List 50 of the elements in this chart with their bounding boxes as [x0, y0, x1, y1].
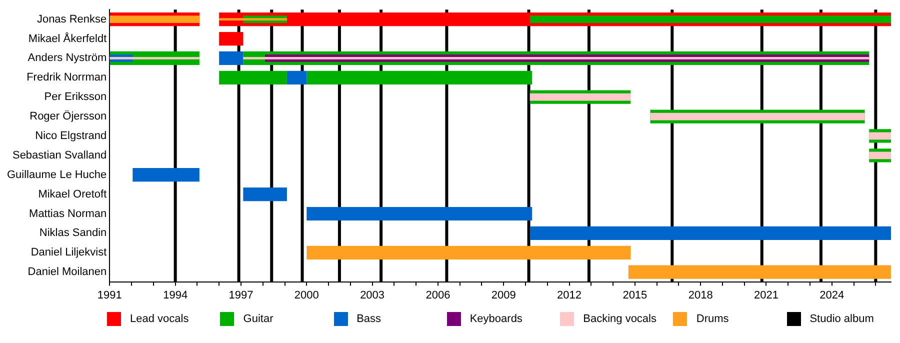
bar [219, 18, 287, 20]
y-tick-label: Jonas Renkse [36, 13, 107, 26]
y-tick-label: Daniel Moilanen [28, 266, 107, 278]
legend-label: Studio album [810, 313, 874, 325]
x-tick-label: 2003 [360, 289, 385, 302]
legend-label: Bass [356, 313, 382, 325]
x-tick-label: 1991 [97, 289, 122, 302]
legend-label: Keyboards [470, 313, 522, 325]
bar [219, 32, 244, 46]
x-tick-label: 2000 [294, 289, 319, 302]
y-tick-label: Anders Nyström [28, 52, 107, 64]
bar [650, 112, 865, 120]
legend-label: Lead vocals [130, 313, 189, 325]
bar [628, 265, 891, 279]
legend-label: Drums [696, 313, 729, 325]
x-tick-label: 2021 [754, 289, 778, 302]
legend-label: Guitar [243, 313, 274, 325]
bar [306, 206, 532, 221]
y-tick-label: Mattias Norman [29, 208, 107, 220]
x-tick-label: 1994 [163, 289, 188, 302]
bar [243, 57, 870, 60]
bar [243, 188, 287, 202]
y-tick-label: Fredrik Norrman [26, 72, 107, 84]
x-tick-label: 2012 [557, 289, 582, 302]
x-tick-label: 2009 [491, 289, 516, 302]
x-tick-label: 2015 [622, 289, 648, 302]
y-tick-label: Nico Elgstrand [35, 130, 107, 142]
x-tick-label: 2024 [820, 289, 844, 302]
y-tick-label: Per Eriksson [44, 91, 107, 104]
x-tick-label: 2018 [688, 289, 713, 302]
x-tick-label: 1997 [228, 289, 254, 302]
bar [869, 132, 891, 140]
bar [530, 226, 891, 240]
bar [286, 70, 307, 84]
x-tick-label: 2006 [426, 289, 450, 302]
bar [219, 51, 244, 66]
bar [530, 93, 631, 101]
y-tick-label: Mikael Åkerfeldt [28, 32, 107, 45]
legend-label: Backing vocals [583, 313, 656, 325]
y-tick-label: Daniel Liljekvist [30, 246, 107, 259]
y-tick-label: Mikael Oretoft [38, 188, 107, 200]
bar [306, 70, 532, 84]
y-tick-label: Niklas Sandin [39, 227, 107, 240]
bar [132, 168, 200, 182]
bar [219, 70, 287, 84]
bar [869, 152, 891, 160]
y-tick-label: Guillaume Le Huche [6, 168, 107, 181]
y-tick-label: Sebastian Svalland [12, 149, 107, 162]
y-tick-label: Roger Öjersson [30, 110, 107, 123]
bar [306, 246, 631, 260]
